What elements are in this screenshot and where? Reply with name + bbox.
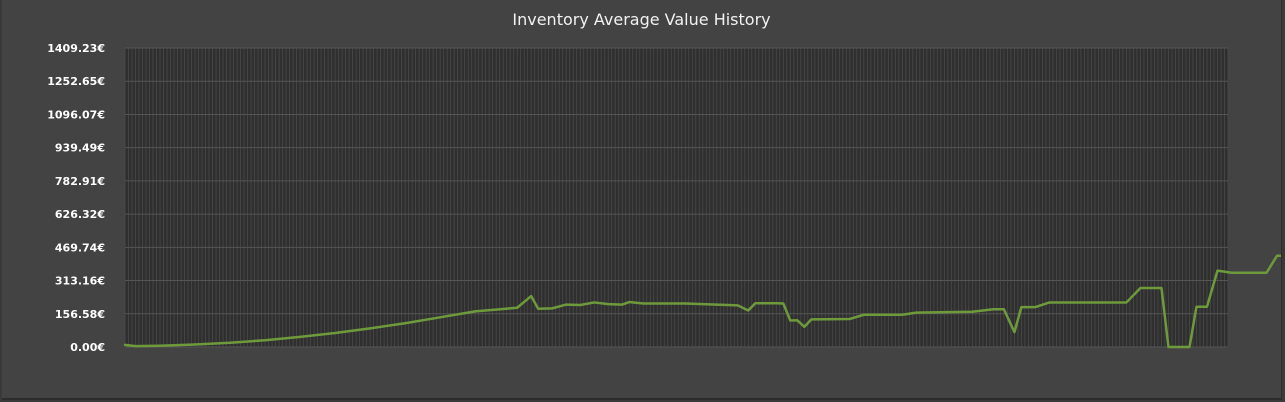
y-tick-label: 469.74€ bbox=[55, 241, 105, 254]
y-tick-label: 939.49€ bbox=[55, 142, 105, 155]
y-tick-label: 626.32€ bbox=[55, 208, 105, 221]
y-tick-label: 0.00€ bbox=[70, 341, 105, 354]
chart-title: Inventory Average Value History bbox=[512, 10, 771, 29]
y-tick-label: 782.91€ bbox=[55, 175, 105, 188]
y-tick-label: 1096.07€ bbox=[47, 108, 105, 121]
y-tick-label: 156.58€ bbox=[55, 308, 105, 321]
y-tick-label: 1409.23€ bbox=[47, 42, 105, 55]
plot-area bbox=[125, 48, 1228, 347]
series-line bbox=[123, 254, 1281, 349]
y-tick-label: 1252.65€ bbox=[47, 75, 105, 88]
y-tick-label: 313.16€ bbox=[55, 275, 105, 288]
